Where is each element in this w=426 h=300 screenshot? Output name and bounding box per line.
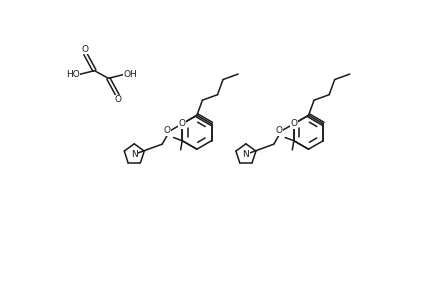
Text: N: N xyxy=(242,150,249,159)
Text: O: O xyxy=(290,119,296,128)
Text: HO: HO xyxy=(66,70,80,79)
Text: OH: OH xyxy=(123,70,136,79)
Text: O: O xyxy=(275,127,282,136)
Text: O: O xyxy=(164,127,170,136)
Text: O: O xyxy=(178,119,185,128)
Text: O: O xyxy=(114,95,121,104)
Text: N: N xyxy=(131,150,137,159)
Text: O: O xyxy=(81,45,89,54)
